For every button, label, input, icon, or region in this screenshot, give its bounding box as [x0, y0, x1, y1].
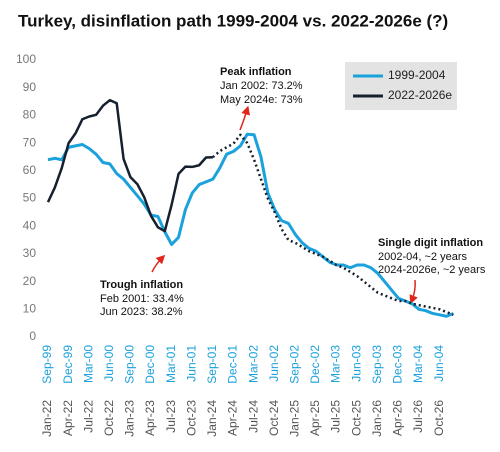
- x-tick-label: Oct-24: [267, 400, 281, 436]
- x-tick-label: Jun-04: [432, 345, 446, 382]
- x-tick-label: Oct-23: [184, 400, 198, 436]
- x-tick-label: Sep-99: [40, 345, 54, 384]
- x-tick-label: Jan-26: [370, 400, 384, 437]
- x-tick-label: Jul-24: [246, 400, 260, 433]
- x-tick-label: Sep-02: [287, 345, 301, 384]
- x-tick-label: Oct-25: [349, 400, 363, 436]
- line: [47, 132, 454, 318]
- y-tick-label: 20: [23, 274, 37, 288]
- x-tick-label: Jul-22: [81, 400, 95, 433]
- x-tick-label: Sep-00: [123, 345, 137, 384]
- x-tick-label: Jan-24: [205, 400, 219, 437]
- arrow: [409, 279, 418, 305]
- x-tick-label: Apr-23: [143, 400, 157, 436]
- y-tick-label: 30: [23, 246, 37, 260]
- x-tick-label: Sep-03: [370, 345, 384, 384]
- x-tick-label: Mar-03: [329, 345, 343, 383]
- y-tick-label: 70: [23, 135, 37, 149]
- x-tick-label: Mar-02: [246, 345, 260, 383]
- x-tick-label: Jan-25: [287, 400, 301, 437]
- x-tick-label: Dec-01: [226, 345, 240, 384]
- arrow: [239, 105, 251, 131]
- x-tick-label: Dec-03: [391, 345, 405, 384]
- x-tick-label: Dec-99: [61, 345, 75, 384]
- legend-label: 2022-2026e: [388, 88, 452, 102]
- x-tick-label: Jul-26: [411, 400, 425, 433]
- line: [212, 133, 454, 316]
- x-tick-label: Apr-24: [226, 400, 240, 436]
- x-tick-label: Mar-04: [411, 345, 425, 383]
- y-tick-label: 40: [23, 218, 37, 232]
- annotation-text: 2024-2026e, ~2 years: [378, 264, 486, 276]
- x-tick-label: Jul-23: [164, 400, 178, 433]
- x-tick-label: Apr-25: [308, 400, 322, 436]
- y-tick-label: 50: [23, 191, 37, 205]
- x-tick-label: Jul-25: [329, 400, 343, 433]
- annotation-text: 2002-04, ~2 years: [378, 251, 467, 263]
- x-tick-label: Mar-00: [81, 345, 95, 383]
- annotation-title: Single digit inflation: [378, 237, 483, 249]
- y-tick-label: 100: [16, 52, 36, 66]
- y-tick-label: 10: [23, 301, 37, 315]
- annotation-text: May 2024e: 73%: [220, 94, 303, 106]
- legend-box: [345, 62, 457, 110]
- line: [46, 98, 213, 233]
- x-tick-label: Jun-00: [102, 345, 116, 382]
- annotation-title: Peak inflation: [220, 66, 292, 78]
- x-tick-label: Apr-26: [391, 400, 405, 436]
- x-tick-label: Jan-22: [40, 400, 54, 437]
- y-tick-label: 80: [23, 108, 37, 122]
- annotation-text: Feb 2001: 33.4%: [100, 293, 184, 305]
- x-tick-label: Oct-22: [102, 400, 116, 436]
- annotation-text: Jan 2002: 73.2%: [220, 80, 303, 92]
- x-tick-label: Jan-23: [123, 400, 137, 437]
- x-tick-label: Dec-02: [308, 345, 322, 384]
- chart-title: Turkey, disinflation path 1999-2004 vs. …: [18, 11, 448, 30]
- y-tick-label: 60: [23, 163, 37, 177]
- arrow: [151, 254, 166, 273]
- x-tick-label: Jun-02: [267, 345, 281, 382]
- y-tick-label: 90: [23, 80, 37, 94]
- x-tick-label: Jun-03: [349, 345, 363, 382]
- x-tick-label: Dec-00: [143, 345, 157, 384]
- x-tick-label: Jun-01: [184, 345, 198, 382]
- legend-label: 1999-2004: [388, 68, 446, 82]
- x-tick-label: Apr-22: [61, 400, 75, 436]
- annotation-title: Trough inflation: [100, 279, 183, 291]
- annotation: Peak inflation Jan 2002: 73.2% May 2024e…: [100, 66, 486, 318]
- x-tick-label: Sep-01: [205, 345, 219, 384]
- annotation-text: Jun 2023: 38.2%: [100, 306, 183, 318]
- x-tick-label: Mar-01: [164, 345, 178, 383]
- y-tick-label: 0: [29, 329, 36, 343]
- x-tick-label: Oct-26: [432, 400, 446, 436]
